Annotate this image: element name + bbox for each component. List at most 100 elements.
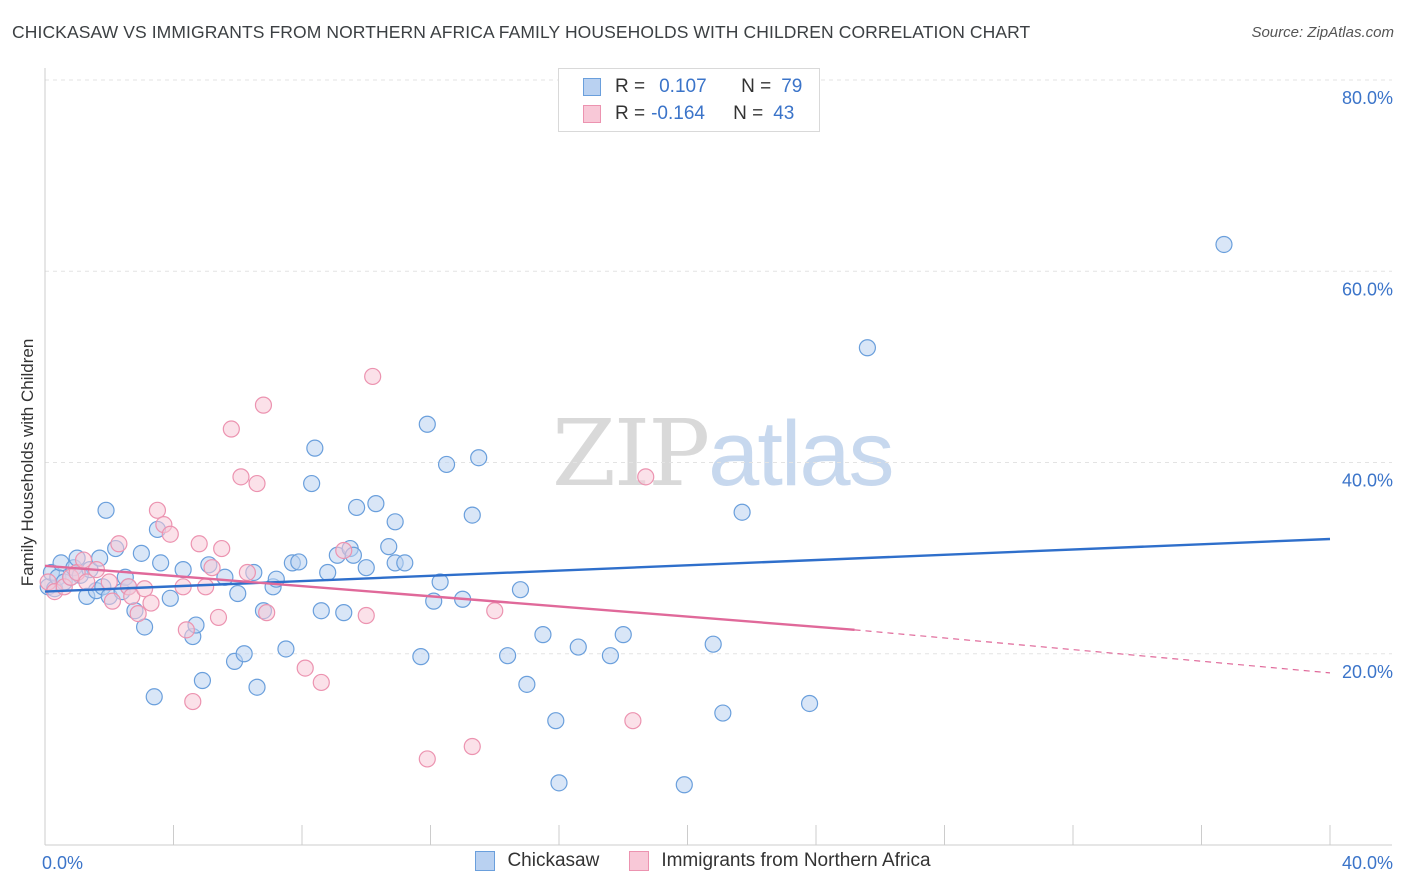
immigrants-point [222,420,240,438]
immigrants-point [203,559,221,577]
stats-row-immigrants: R = -0.164 N = 43 [583,101,794,127]
chickasaw-point [145,688,163,706]
immigrants-point [129,604,147,623]
chickasaw-point [97,501,115,519]
chickasaw-point [601,647,620,665]
chickasaw-point [348,498,366,517]
chickasaw-point [152,554,170,572]
chickasaw-point [335,604,353,622]
immigrants-trend-line-dashed [854,629,1331,674]
data-points [39,235,1233,794]
chickasaw-point [463,506,481,524]
legend-label-chickasaw: Chickasaw [507,850,600,871]
y-tick-label: 60.0% [1342,279,1393,299]
chickasaw-point [800,694,819,713]
immigrants-point [148,501,167,519]
immigrants-swatch [583,105,601,123]
immigrants-point [190,535,208,553]
chickasaw-point [470,449,488,467]
chickasaw-point [499,647,517,665]
chickasaw-swatch [475,851,496,871]
chickasaw-point [714,704,732,722]
immigrants-point [463,737,481,756]
chickasaw-point [277,640,295,658]
chickasaw-point [534,626,552,644]
chickasaw-trend-line [44,537,1331,593]
immigrants-point [232,468,250,486]
r-label: R = [615,103,646,124]
chickasaw-point [312,602,330,620]
chickasaw-point [418,415,436,433]
watermark-zip: ZIP [552,400,710,507]
chickasaw-swatch [583,78,601,96]
chickasaw-point [704,635,722,653]
chickasaw-point [550,774,568,792]
immigrants-point [197,578,215,596]
immigrants-point [258,604,276,622]
chickasaw-point [858,339,877,357]
x-tick-label: 40.0% [1342,853,1393,873]
immigrants-point [637,468,655,486]
chickasaw-point [367,495,385,513]
y-axis-title: Family Households with Children [18,339,37,587]
legend-label-immigrants: Immigrants from Northern Africa [661,850,931,871]
r-label: R = [615,76,646,97]
immigrants-point [209,608,228,627]
chickasaw-point [132,544,150,562]
tick-labels: Family Households with Children 20.0% 40.0… [18,88,1393,873]
chickasaw-point [386,513,404,531]
n-value: 43 [773,103,795,124]
chickasaw-point [290,553,308,571]
chickasaw-point [675,776,693,794]
legend-item-immigrants[interactable]: Immigrants from Northern Africa [629,850,931,872]
chickasaw-point [248,678,266,696]
chickasaw-point [437,455,456,474]
chickasaw-point [569,638,587,656]
r-value: -0.164 [651,103,705,124]
n-label: N = [733,103,764,124]
chickasaw-point [396,554,414,572]
trend-lines [44,537,1331,674]
chickasaw-point [518,675,536,693]
chickasaw-point [380,538,398,556]
immigrants-point [357,606,375,625]
chickasaw-point [547,712,565,730]
immigrants-point [296,659,314,677]
immigrants-point [103,592,122,610]
immigrants-point [312,673,330,692]
immigrants-point [177,621,195,639]
chickasaw-point [235,645,253,663]
chickasaw-point [303,474,321,493]
immigrants-point [364,367,382,386]
immigrants-point [142,594,160,612]
immigrants-point [254,396,273,414]
stats-legend: R = 0.107 N = 79 R = -0.164 N = 43 [558,68,820,132]
immigrants-point [213,539,231,558]
immigrants-point [418,750,436,768]
immigrants-point [248,474,266,493]
chickasaw-point [306,439,324,457]
x-tick-label: 0.0% [42,853,83,873]
y-tick-label: 20.0% [1342,662,1393,682]
immigrants-point [161,525,179,543]
y-tick-label: 80.0% [1342,88,1393,108]
immigrants-point [184,692,202,711]
series-legend: Chickasaw Immigrants from Northern Afric… [0,850,1406,872]
immigrants-point [486,602,504,620]
immigrants-point [238,563,256,582]
chickasaw-point [614,626,632,644]
immigrants-point [110,535,128,553]
axes [44,68,1392,846]
chickasaw-point [431,573,449,591]
chickasaw-point [1215,235,1233,254]
chart-title: CHICKASAW VS IMMIGRANTS FROM NORTHERN AF… [12,22,1031,42]
immigrants-swatch [629,851,650,871]
chickasaw-point [357,559,375,577]
watermark: ZIPatlas [552,400,895,507]
y-tick-label: 40.0% [1342,471,1393,491]
stats-row-chickasaw: R = 0.107 N = 79 [583,74,802,100]
chickasaw-point [319,563,337,582]
legend-item-chickasaw[interactable]: Chickasaw [475,850,599,872]
chickasaw-point [229,584,247,603]
